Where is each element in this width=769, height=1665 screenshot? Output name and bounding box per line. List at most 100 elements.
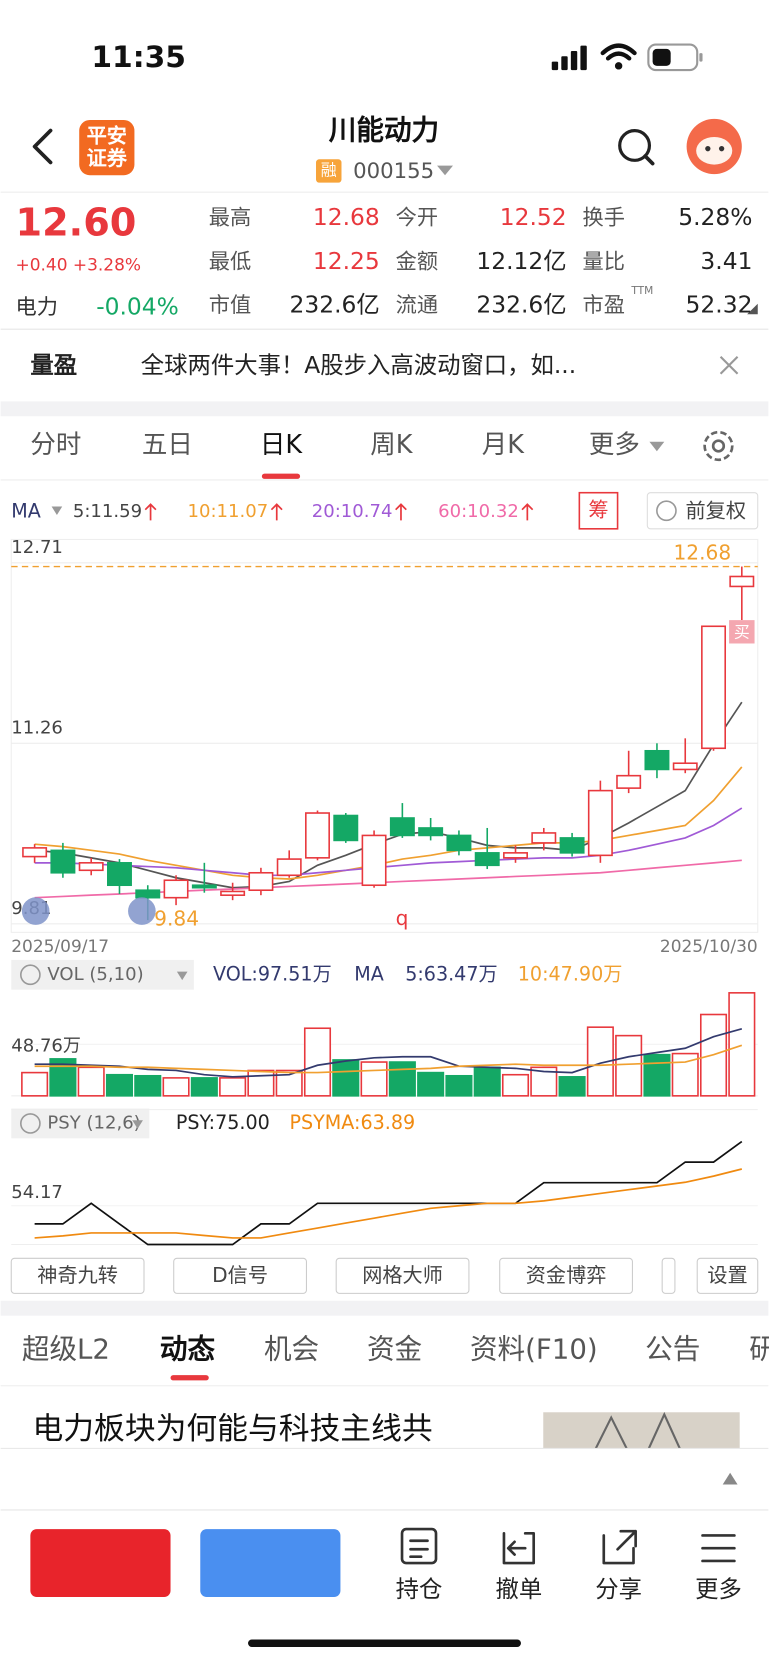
period-tab[interactable]: 周K	[370, 430, 413, 460]
dropdown-icon[interactable]	[176, 971, 188, 981]
tool-label[interactable]: 分享	[595, 1575, 642, 1603]
candle-body	[644, 749, 670, 771]
signal-label: 买	[734, 622, 750, 641]
period-tab[interactable]: 五日	[142, 430, 193, 460]
candle-body	[276, 858, 302, 877]
section-tab[interactable]: 超级L2	[22, 1333, 110, 1366]
buy-button[interactable]	[30, 1529, 171, 1598]
candle-body	[22, 847, 48, 858]
candle-body	[361, 834, 387, 887]
adjust-button[interactable]	[646, 492, 759, 530]
x-tick-label: 2025/09/17	[11, 937, 109, 957]
indicator-button-label[interactable]: D信号	[212, 1263, 268, 1287]
article-title[interactable]: 电力板块为何能与科技主线共	[32, 1411, 432, 1447]
stat-label: 今开	[396, 206, 438, 231]
candle-body	[446, 834, 472, 852]
dropdown-icon[interactable]	[649, 441, 665, 452]
volume-legend: MA	[354, 962, 384, 985]
back-button[interactable]	[32, 128, 53, 165]
volume-bar	[558, 1076, 586, 1097]
tool-label[interactable]: 撤单	[495, 1575, 542, 1603]
indicator-button-label[interactable]: 网格大师	[362, 1263, 443, 1287]
volume-bar	[388, 1061, 416, 1097]
high-label: 12.68	[673, 540, 731, 564]
tab-underline	[261, 473, 301, 479]
dropdown-icon	[51, 506, 63, 516]
section-tab[interactable]: 动态	[160, 1333, 216, 1366]
tool-label[interactable]: 更多	[695, 1575, 742, 1603]
gap	[0, 401, 769, 417]
volume-bar	[190, 1077, 218, 1097]
dropdown-icon[interactable]	[132, 1120, 143, 1129]
stat-value: 12.68	[313, 203, 380, 231]
tag-badge	[316, 159, 342, 183]
indicator-title[interactable]: PSY (12,6)	[47, 1112, 140, 1133]
up-arrow	[144, 503, 157, 521]
indicator-button[interactable]	[499, 1257, 633, 1294]
home-indicator	[248, 1639, 521, 1647]
section-tab[interactable]: 公告	[645, 1333, 700, 1366]
ma-line	[34, 807, 743, 877]
indicator-button-label[interactable]: 神奇九转	[37, 1263, 118, 1287]
stat-value: 12.52	[500, 203, 567, 231]
tool-label[interactable]: 持仓	[396, 1575, 443, 1603]
sell-button[interactable]	[200, 1529, 341, 1598]
code-dropdown[interactable]	[437, 165, 453, 176]
stat-value: 5.28%	[678, 203, 752, 231]
indicator-button-label[interactable]: 资金博弈	[526, 1263, 607, 1287]
y-tick-label: 12.71	[11, 537, 63, 558]
stat-value: 12.25	[313, 247, 380, 275]
indicator-button[interactable]	[335, 1257, 470, 1294]
indicator-title[interactable]: VOL (5,10)	[47, 964, 143, 985]
indicator-selector[interactable]	[11, 959, 194, 990]
search-button[interactable]	[618, 129, 655, 166]
candle-body	[163, 879, 189, 899]
chips-button-label[interactable]: 筹	[588, 497, 608, 521]
indicator-button[interactable]	[696, 1257, 759, 1294]
section-tab[interactable]: 资金	[367, 1333, 422, 1366]
psy-legend: PSY:75.00	[176, 1111, 270, 1134]
section-tab[interactable]: 机会	[264, 1333, 319, 1366]
section-tab[interactable]: 研	[749, 1333, 769, 1366]
stat-label: 换手	[583, 206, 625, 231]
volume-bar	[360, 1061, 388, 1097]
indicator-button[interactable]	[661, 1257, 676, 1294]
indicator-selector[interactable]	[11, 1108, 150, 1139]
chips-button[interactable]	[578, 491, 619, 530]
candle-body	[220, 890, 246, 896]
section-tab[interactable]: 资料(F10)	[470, 1333, 598, 1366]
chart-settings[interactable]	[703, 430, 734, 462]
ma-value: 5:11.59	[73, 501, 142, 522]
period-tab[interactable]: 分时	[30, 430, 81, 460]
indicator-button[interactable]	[10, 1257, 145, 1294]
index-bar[interactable]	[0, 1448, 769, 1510]
candle-body	[107, 862, 132, 887]
stat-label-sup: TTM	[630, 284, 653, 297]
event-icon	[21, 897, 50, 925]
volume-bar	[728, 992, 756, 1097]
volume-bar	[501, 1073, 530, 1097]
close-ticker[interactable]	[719, 356, 739, 375]
indicator-button[interactable]	[173, 1257, 307, 1294]
marker: q	[396, 906, 409, 930]
expand-icon[interactable]	[722, 1472, 738, 1485]
period-tab[interactable]: 日K	[260, 430, 303, 460]
avatar[interactable]	[686, 118, 742, 175]
period-tab[interactable]: 月K	[482, 430, 525, 460]
chart-frame	[10, 538, 759, 933]
tag: 融	[321, 160, 337, 179]
period-tab[interactable]: 更多	[589, 430, 640, 460]
ticker-text[interactable]: 全球两件大事！A股步入高波动窗口，如...	[141, 351, 576, 379]
indicator-button-label[interactable]: 设置	[707, 1263, 747, 1287]
x-tick-label: 2025/10/30	[660, 937, 758, 957]
candle-body	[701, 625, 727, 750]
article-image-art	[594, 1411, 682, 1450]
candle-body	[616, 774, 642, 789]
ticker-source[interactable]: 量盈	[30, 351, 77, 379]
volume-ma-line	[34, 1044, 743, 1074]
volume-bar	[643, 1053, 671, 1097]
stat-value: 12.12亿	[476, 247, 566, 275]
adjust-button-label[interactable]: 前复权	[686, 498, 746, 522]
stat-label: 流通	[396, 293, 438, 318]
